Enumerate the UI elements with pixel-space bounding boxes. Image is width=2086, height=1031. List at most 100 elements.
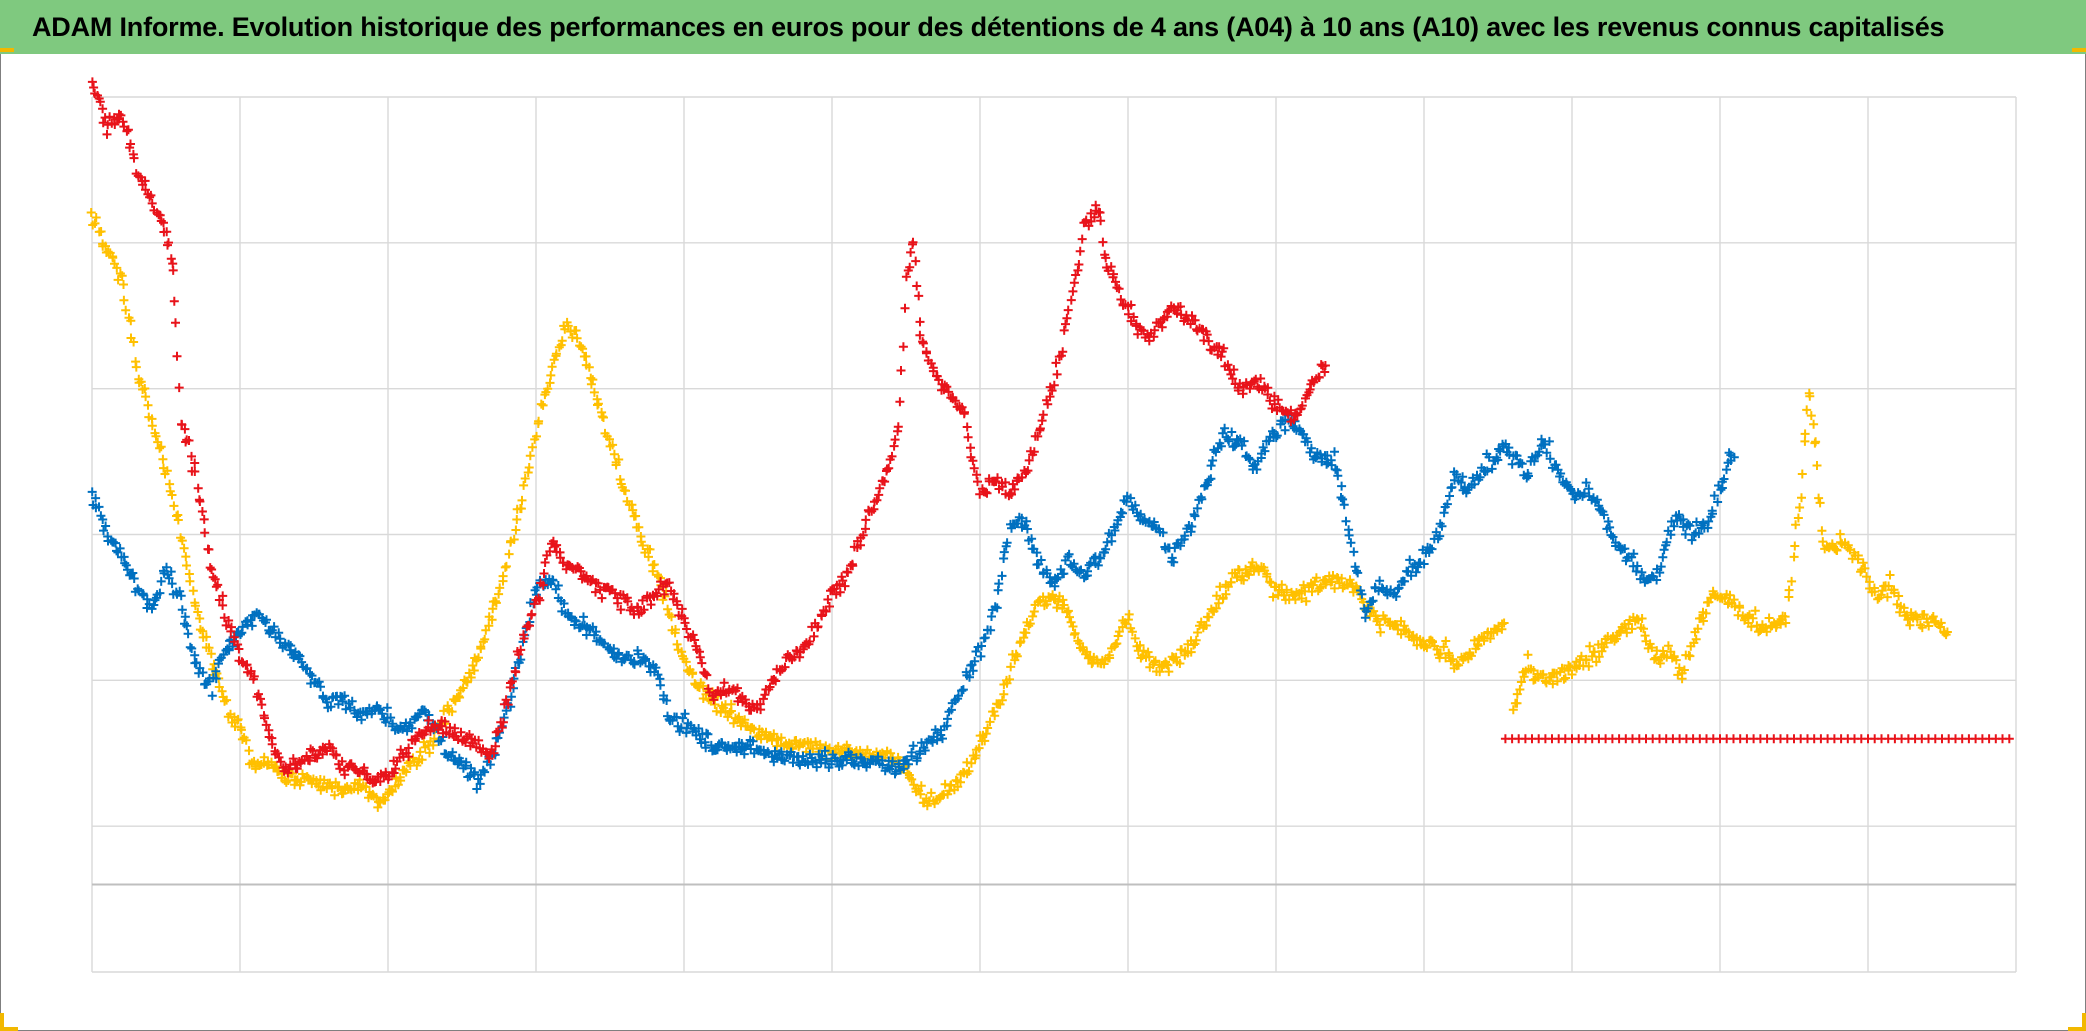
data-point: [1719, 474, 1729, 484]
data-point: [688, 630, 698, 640]
data-point: [1068, 286, 1078, 296]
data-point: [506, 692, 516, 702]
data-point: [729, 718, 739, 728]
data-point: [1111, 277, 1120, 287]
data-point: [644, 552, 653, 562]
data-point: [1315, 449, 1325, 459]
data-point: [1035, 424, 1045, 433]
data-point: [990, 711, 1000, 721]
data-point: [652, 591, 662, 601]
data-point: [1806, 411, 1816, 421]
data-point: [901, 272, 911, 282]
data-point: [959, 409, 969, 419]
data-point: [123, 565, 132, 575]
data-point: [1023, 466, 1033, 476]
data-point: [809, 631, 819, 641]
data-point: [994, 579, 1004, 589]
data-point: [480, 634, 490, 644]
data-point: [1109, 269, 1118, 279]
data-point: [1063, 606, 1073, 616]
data-point: [1224, 436, 1234, 446]
data-point: [218, 600, 228, 610]
data-point: [260, 713, 269, 723]
data-point: [1176, 302, 1185, 311]
data-point: [838, 576, 848, 586]
data-point: [725, 708, 735, 717]
data-point: [241, 735, 251, 745]
data-point: [1912, 614, 1922, 624]
data-point: [129, 574, 139, 583]
data-point: [1124, 309, 1133, 319]
data-point: [848, 561, 858, 571]
data-point: [175, 586, 185, 596]
data-point: [954, 691, 963, 701]
data-point: [126, 316, 136, 326]
data-point: [246, 666, 256, 676]
data-point: [1637, 567, 1647, 577]
data-point: [1272, 431, 1282, 441]
data-point: [1439, 508, 1449, 518]
data-point: [1800, 429, 1810, 439]
data-point: [222, 695, 232, 705]
data-point: [307, 671, 317, 681]
data-point: [1627, 624, 1637, 634]
data-point: [514, 650, 524, 659]
data-point: [1320, 361, 1330, 370]
data-point: [474, 735, 484, 745]
data-point: [886, 748, 896, 758]
data-point: [1221, 589, 1231, 599]
data-point: [466, 673, 476, 682]
data-point: [516, 645, 526, 655]
data-point: [588, 622, 598, 632]
data-point: [1394, 583, 1404, 593]
data-point: [146, 190, 156, 200]
data-point: [812, 762, 822, 772]
data-point: [726, 706, 736, 716]
data-point: [149, 600, 159, 610]
data-point: [1559, 674, 1569, 684]
data-point: [1237, 571, 1247, 581]
data-point: [962, 422, 972, 432]
data-point: [943, 714, 952, 724]
data-point: [1666, 530, 1676, 540]
data-point: [98, 104, 108, 114]
data-point: [621, 486, 630, 496]
data-point: [1167, 553, 1177, 563]
data-point: [1262, 569, 1272, 579]
data-point: [1427, 544, 1437, 554]
data-point: [1113, 631, 1123, 641]
data-point: [1144, 652, 1154, 662]
data-point: [1002, 538, 1012, 548]
data-point: [1659, 545, 1669, 555]
data-point: [335, 764, 345, 774]
data-point: [926, 788, 936, 798]
data-point: [1249, 376, 1259, 386]
data-point: [1704, 516, 1714, 526]
data-point: [552, 540, 562, 550]
data-point: [1239, 436, 1249, 446]
data-point: [1694, 529, 1704, 539]
data-point: [1244, 570, 1254, 580]
data-point: [1701, 608, 1711, 618]
data-point: [1679, 665, 1689, 675]
data-point: [971, 647, 981, 656]
data-point: [1083, 566, 1092, 576]
data-point: [417, 755, 427, 765]
data-point: [1303, 437, 1313, 447]
data-point: [1637, 614, 1647, 623]
data-point: [180, 612, 190, 622]
data-point: [840, 581, 850, 591]
data-point: [1551, 460, 1561, 470]
title-bar: ADAM Informe. Evolution historique des p…: [0, 0, 2086, 54]
data-point: [645, 544, 655, 554]
data-point: [1405, 555, 1415, 565]
data-point: [902, 755, 912, 765]
data-point: [1093, 560, 1103, 570]
data-point: [156, 576, 166, 586]
data-point: [168, 265, 178, 275]
data-point: [520, 474, 530, 483]
data-point: [672, 600, 682, 610]
data-point: [1301, 596, 1311, 606]
data-point: [1069, 559, 1079, 569]
data-point: [1149, 517, 1159, 527]
